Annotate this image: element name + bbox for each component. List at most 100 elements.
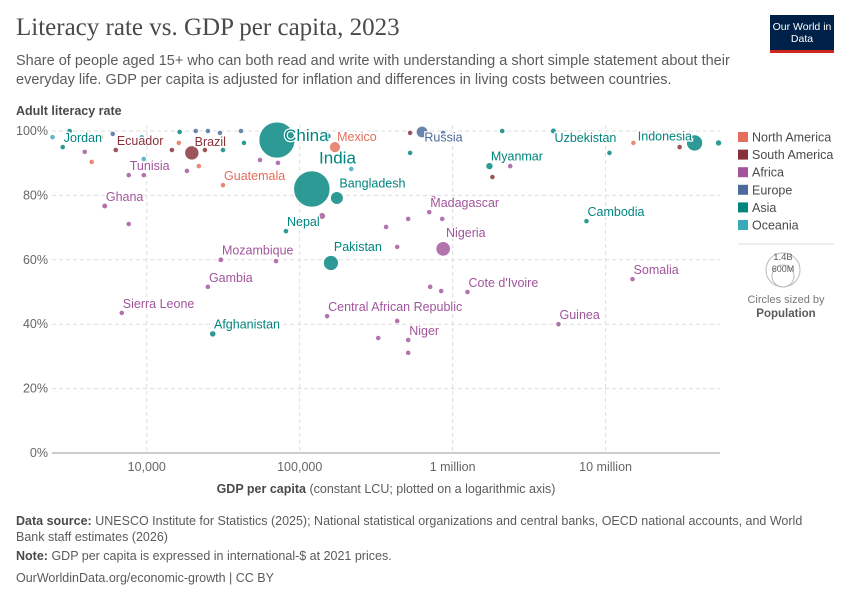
- point-label: Ecuador: [117, 134, 164, 148]
- point-label: Central African Republic: [328, 300, 462, 314]
- data-point: [275, 159, 281, 166]
- data-point: [383, 224, 389, 230]
- data-point: [394, 244, 401, 250]
- note-label: Note:: [16, 549, 48, 563]
- data-point: [676, 144, 683, 150]
- data-point-guinea: [555, 321, 562, 328]
- data-point: [169, 147, 175, 153]
- data-point: [175, 140, 182, 146]
- data-point-somalia: [629, 276, 636, 283]
- point-label: Nigeria: [446, 226, 486, 240]
- data-point: [394, 318, 401, 324]
- legend-swatch-asia: [738, 202, 748, 213]
- point-label: Sierra Leone: [123, 297, 195, 311]
- data-point: [318, 212, 326, 220]
- x-axis-title-bold: GDP per capita: [217, 482, 307, 496]
- source-url[interactable]: OurWorldinData.org/economic-growth | CC …: [16, 571, 274, 585]
- data-point-pakistan: [323, 255, 339, 271]
- data-point: [348, 166, 355, 172]
- point-label: Bangladesh: [339, 176, 405, 190]
- data-point: [715, 139, 722, 147]
- data-point: [109, 130, 116, 137]
- point-label: Niger: [409, 324, 439, 338]
- point-label: Madagascar: [430, 196, 499, 210]
- legend-swatch-africa: [738, 167, 748, 178]
- data-point: [430, 195, 437, 201]
- data-point-madagascar: [426, 209, 433, 216]
- data-point-afghanistan: [209, 330, 217, 338]
- point-label: Cambodia: [588, 205, 645, 219]
- data-point-myanmar: [485, 162, 494, 170]
- x-tick-label: 100,000: [277, 460, 322, 474]
- point-label: China: [284, 126, 329, 145]
- data-point: [138, 134, 145, 141]
- data-point: [405, 349, 412, 356]
- data-point: [220, 147, 226, 153]
- data-point: [407, 130, 414, 136]
- point-label: Gambia: [209, 271, 253, 285]
- y-axis-title: Adult literacy rate: [16, 104, 122, 118]
- data-point: [439, 216, 446, 222]
- size-legend: 1.4B 600M Circles sized by Population: [747, 252, 825, 320]
- point-label: Ghana: [106, 190, 144, 204]
- data-point: [308, 134, 315, 141]
- data-point: [140, 156, 147, 162]
- data-point-bangladesh: [330, 191, 344, 205]
- legend-swatch-oceania: [738, 220, 748, 230]
- point-label: India: [319, 149, 356, 168]
- point-label: Mexico: [337, 130, 377, 144]
- legend-label: Oceania: [752, 219, 799, 233]
- data-point: [125, 221, 132, 227]
- data-point: [241, 140, 247, 146]
- y-tick-label: 40%: [23, 317, 48, 331]
- legend-swatch-south-america: [738, 149, 748, 160]
- data-point: [49, 134, 56, 141]
- note-text: GDP per capita is expressed in internati…: [51, 549, 392, 563]
- data-point: [195, 163, 202, 169]
- legend-label: Europe: [752, 183, 792, 197]
- data-point-tunisia: [125, 172, 132, 179]
- chart-title: Literacy rate vs. GDP per capita, 2023: [16, 14, 400, 41]
- data-point: [507, 163, 514, 169]
- note: Note: GDP per capita is expressed in int…: [16, 548, 826, 564]
- point-label: Myanmar: [491, 150, 543, 164]
- data-point: [499, 128, 506, 134]
- point-label: Brazil: [195, 135, 226, 149]
- point-label: Guatemala: [224, 169, 285, 183]
- data-point: [257, 157, 263, 163]
- data-point: [238, 128, 244, 134]
- legend-label: Africa: [752, 166, 784, 180]
- data-point: [176, 129, 183, 135]
- data-point: [407, 149, 414, 156]
- data-point: [427, 283, 434, 290]
- data-point: [438, 288, 445, 294]
- data-point-russia: [416, 125, 429, 138]
- data-point: [440, 130, 447, 136]
- data-point: [202, 147, 208, 153]
- data-point-jordan: [59, 144, 66, 150]
- data-point-mexico: [329, 141, 341, 153]
- legend-label: Asia: [752, 201, 776, 215]
- data-point: [184, 168, 190, 174]
- x-tick-label: 10,000: [128, 460, 166, 474]
- point-label: Cote d'Ivoire: [469, 276, 539, 290]
- data-point: [273, 258, 279, 264]
- data-point: [217, 130, 223, 136]
- data-point-nepal: [283, 228, 289, 235]
- data-point: [81, 149, 88, 155]
- size-legend-large-label: 1.4B: [773, 252, 793, 263]
- x-tick-label: 10 million: [579, 460, 632, 474]
- data-point: [630, 140, 637, 146]
- owid-logo[interactable]: Our World in Data: [770, 15, 834, 53]
- point-label: Uzbekistan: [555, 131, 617, 145]
- x-axis-title: GDP per capita (constant LCU; plotted on…: [217, 482, 556, 496]
- data-point: [489, 174, 496, 180]
- legend-label: South America: [752, 148, 833, 162]
- point-label: Guinea: [560, 308, 600, 322]
- point-label: Nepal: [287, 215, 320, 229]
- data-point: [140, 172, 147, 179]
- data-point-guatemala: [220, 182, 226, 188]
- point-label: Russia: [424, 131, 462, 145]
